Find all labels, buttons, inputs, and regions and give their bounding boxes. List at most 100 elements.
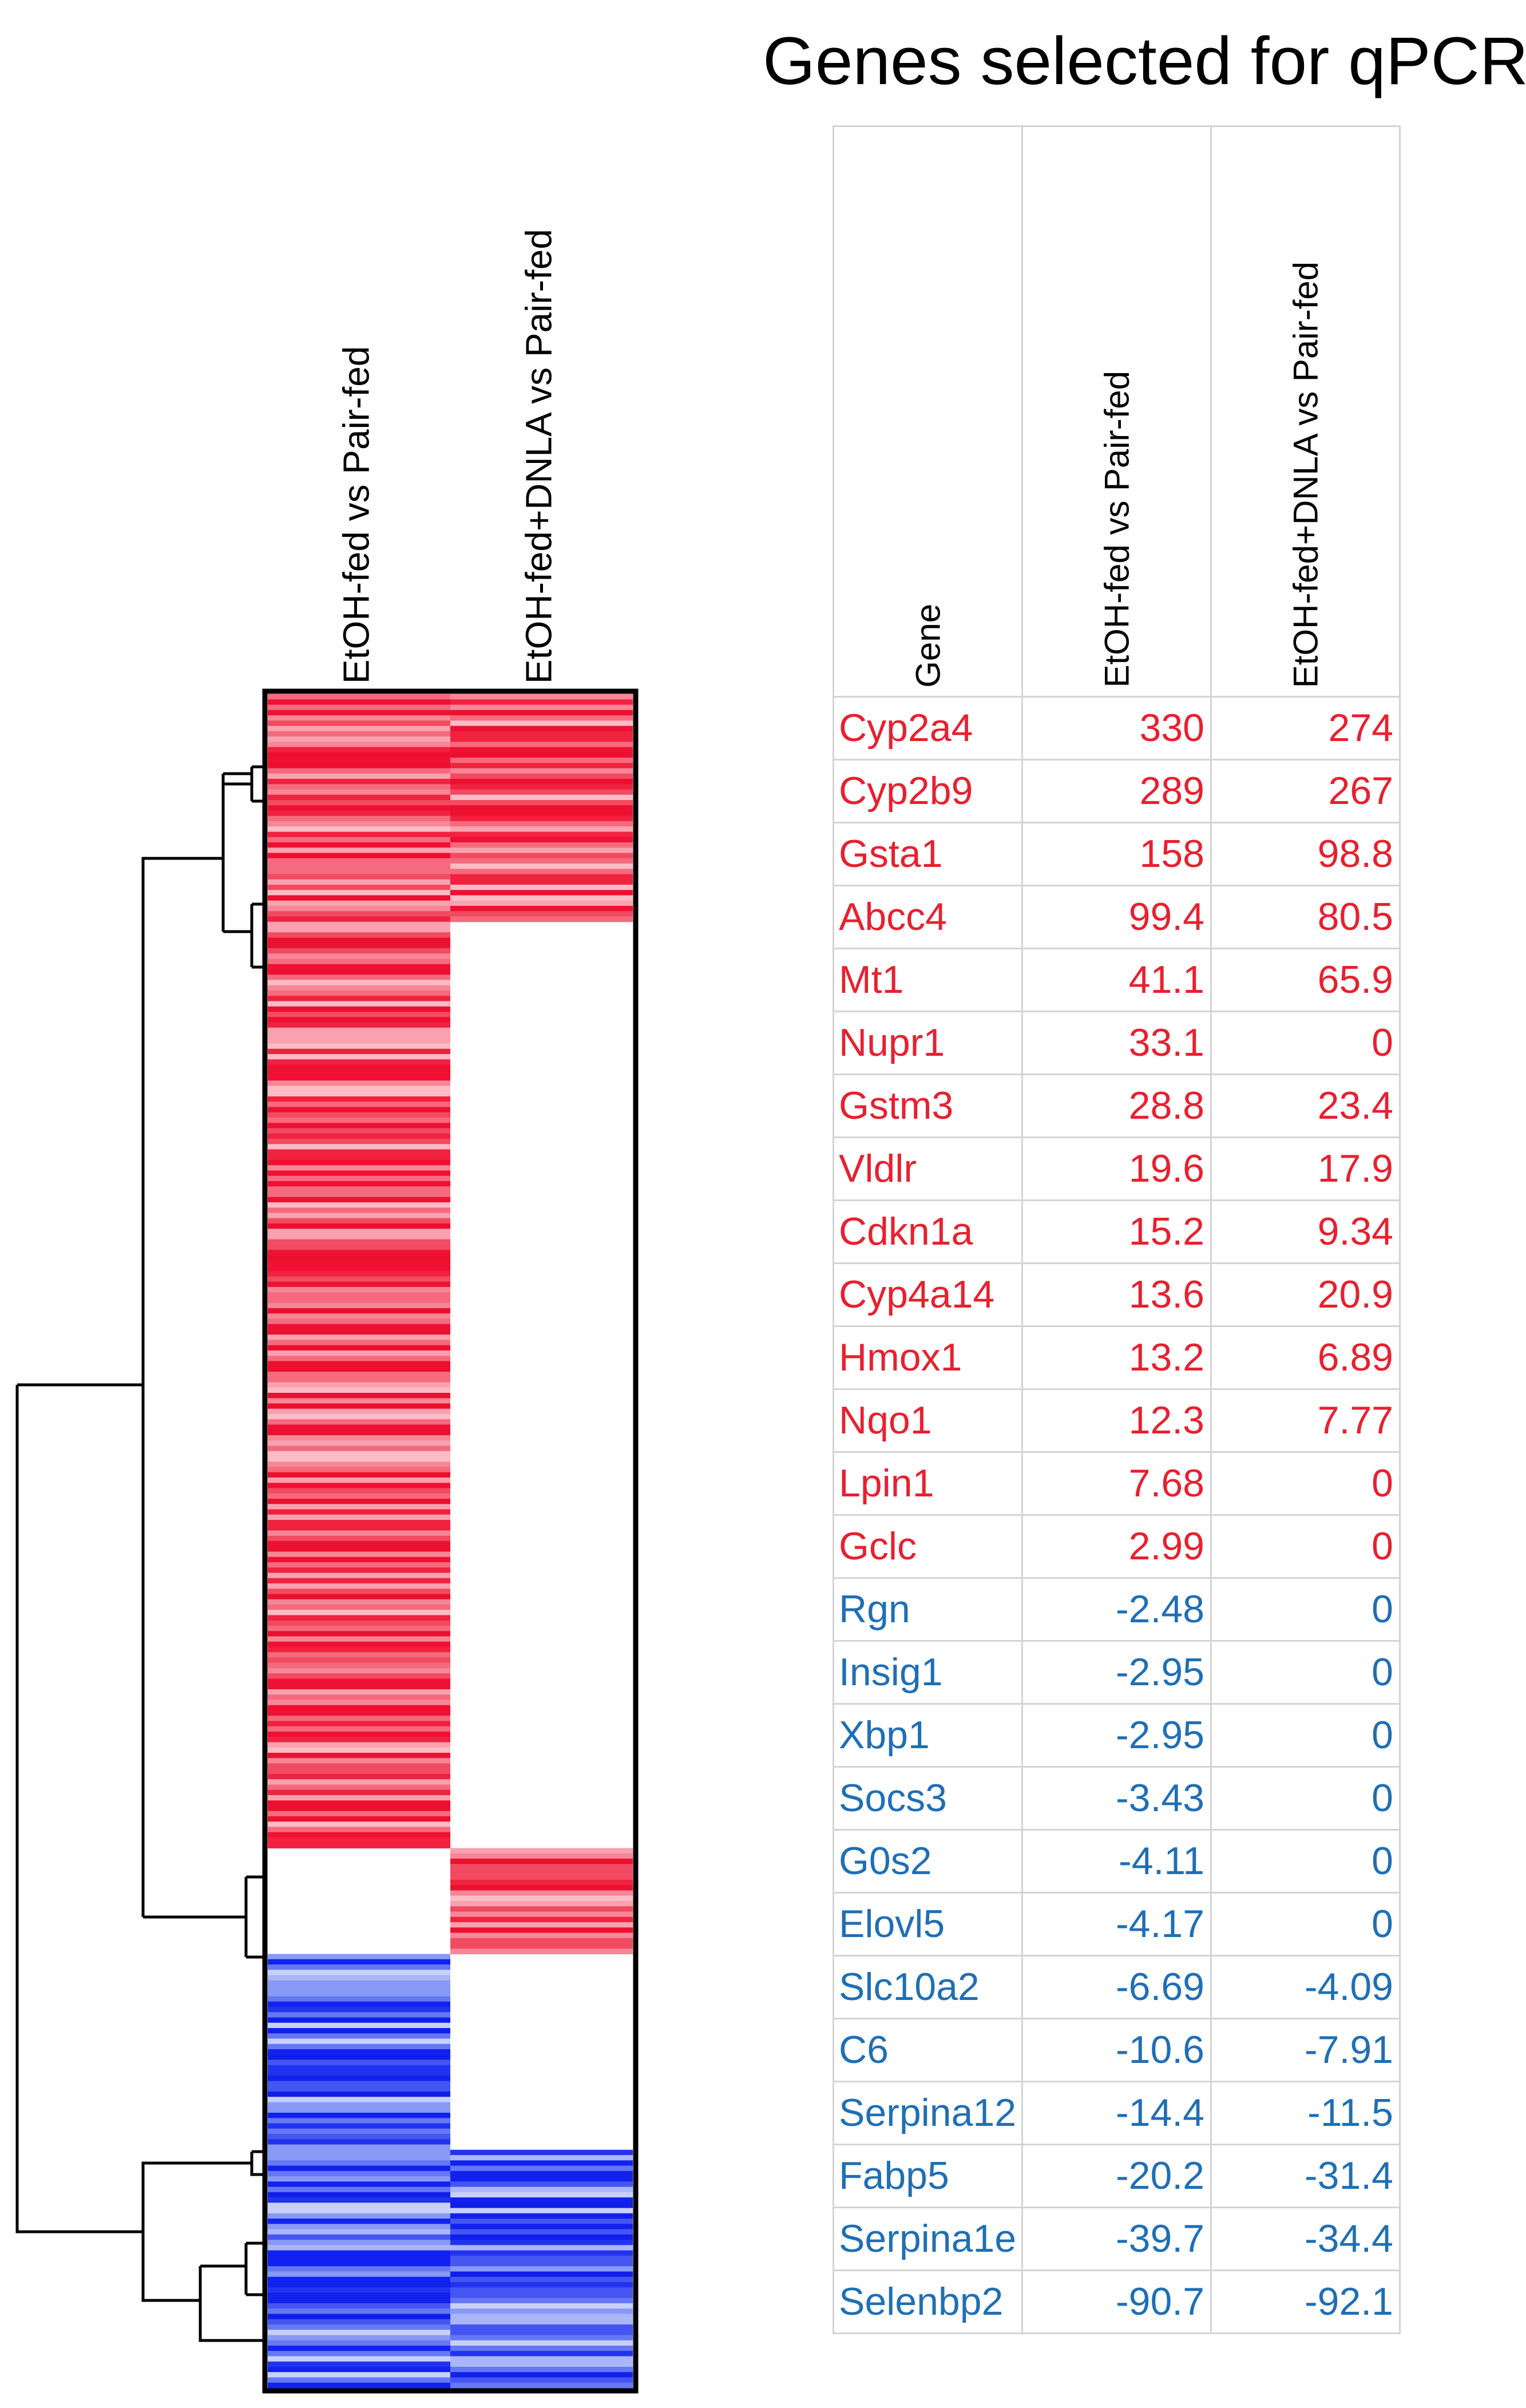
heatmap-cell xyxy=(268,768,450,774)
heatmap-cell xyxy=(450,2271,633,2278)
heatmap-cell xyxy=(268,2128,450,2134)
heatmap-cell xyxy=(268,2319,450,2325)
heatmap-cell xyxy=(268,2382,450,2389)
heatmap-cell xyxy=(268,1287,450,1293)
heatmap-cell xyxy=(268,1170,450,1177)
dnla-fold-cell: 17.9 xyxy=(1210,1136,1401,1201)
etoh-fold-cell: 289 xyxy=(1021,759,1212,823)
heatmap-cell xyxy=(450,1848,633,1854)
heatmap-cell xyxy=(268,1684,450,1690)
heatmap-cell xyxy=(268,2208,450,2214)
heatmap-cell xyxy=(268,1271,450,1277)
heatmap-cell xyxy=(268,1478,450,1483)
heatmap-cell xyxy=(450,710,633,716)
heatmap-cell xyxy=(268,864,450,869)
heatmap-cell xyxy=(268,1112,450,1118)
heatmap-cell xyxy=(268,2081,450,2087)
heatmap-cell xyxy=(268,1758,450,1764)
heatmap-cell xyxy=(268,1429,450,1436)
heatmap-cell xyxy=(268,1440,450,1447)
heatmap-cell xyxy=(268,1387,450,1393)
heatmap-cell xyxy=(268,1276,450,1282)
heatmap-cell xyxy=(450,2203,633,2209)
heatmap-cell xyxy=(450,2149,633,2156)
heatmap-cell xyxy=(450,815,633,822)
heatmap-cell xyxy=(450,2229,633,2235)
heatmap-cell xyxy=(450,911,633,917)
table-row: Nqo1 12.3 7.77 xyxy=(833,1388,1401,1453)
heatmap-cell xyxy=(268,1520,450,1526)
heatmap-cell xyxy=(268,2038,450,2045)
etoh-fold-cell: 28.8 xyxy=(1021,1074,1212,1138)
heatmap-cell xyxy=(268,1965,450,1970)
heatmap-cell xyxy=(268,800,450,806)
heatmap-cell xyxy=(268,1551,450,1558)
heatmap-cell xyxy=(268,2065,450,2071)
table-row: C6 -10.6 -7.91 xyxy=(833,2018,1401,2082)
heatmap-cell xyxy=(268,1160,450,1166)
heatmap-cell xyxy=(450,2213,633,2219)
dnla-fold-cell: 0 xyxy=(1210,1451,1401,1516)
heatmap-cell xyxy=(268,842,450,848)
heatmap-cell xyxy=(268,2213,450,2219)
heatmap-cell xyxy=(450,2219,633,2224)
etoh-fold-cell: 33.1 xyxy=(1021,1011,1212,1075)
heatmap-cell xyxy=(268,1774,450,1780)
heatmap-cell xyxy=(268,1102,450,1108)
heatmap-cell xyxy=(450,1885,633,1891)
heatmap-cell xyxy=(268,1499,450,1504)
heatmap-cell xyxy=(268,1747,450,1753)
heatmap-cell xyxy=(268,1064,450,1071)
dnla-fold-cell: 0 xyxy=(1210,1892,1401,1956)
dnla-fold-cell: -4.09 xyxy=(1210,1955,1401,2019)
heatmap-cell xyxy=(268,2203,450,2209)
heatmap-cell xyxy=(268,1996,450,2002)
heatmap-cell xyxy=(268,731,450,737)
heatmap-cell xyxy=(450,1853,633,1859)
heatmap-cell xyxy=(268,1250,450,1256)
heatmap-cell xyxy=(268,720,450,727)
heatmap-cell xyxy=(450,2282,633,2288)
heatmap-cell xyxy=(268,1054,450,1060)
heatmap-cell xyxy=(450,2261,633,2267)
qpcr-gene-table: Gene EtOH-fed vs Pair-fed EtOH-fed+DNLA … xyxy=(833,125,1401,2334)
heatmap-cell xyxy=(268,1652,450,1658)
heatmap-cell xyxy=(268,2351,450,2357)
dnla-fold-cell: 7.77 xyxy=(1210,1388,1401,1453)
dnla-fold-cell: -92.1 xyxy=(1210,2270,1401,2334)
heatmap-cell xyxy=(268,2372,450,2378)
gene-name-cell: Rgn xyxy=(833,1577,1023,1642)
heatmap-cell xyxy=(268,879,450,885)
heatmap-cell xyxy=(268,1732,450,1737)
heatmap-cell xyxy=(450,1880,633,1886)
table-row: Cyp2b9 289 267 xyxy=(833,759,1401,823)
heatmap-cell xyxy=(450,2287,633,2294)
gene-name-cell: Socs3 xyxy=(833,1766,1023,1831)
heatmap-cell xyxy=(450,2245,633,2251)
heatmap-cell xyxy=(268,1408,450,1415)
heatmap-cell xyxy=(268,2134,450,2140)
dnla-fold-cell: 20.9 xyxy=(1210,1262,1401,1327)
heatmap-cell xyxy=(450,2197,633,2203)
heatmap-cell xyxy=(450,1916,633,1923)
heatmap-cell xyxy=(268,1308,450,1314)
heatmap-cell xyxy=(450,699,633,706)
etoh-fold-cell: 7.68 xyxy=(1021,1451,1212,1516)
heatmap-cell xyxy=(450,715,633,721)
heatmap-cell xyxy=(268,1589,450,1595)
heatmap-cell xyxy=(268,1694,450,1701)
heatmap-cell xyxy=(268,1086,450,1092)
table-body: Cyp2a4 330 274 Cyp2b9 289 267 Gsta1 158 98.8 Abcc… xyxy=(833,696,1401,2334)
heatmap-cell xyxy=(268,2076,450,2082)
table-row: Rgn -2.48 0 xyxy=(833,1577,1401,1642)
heatmap-cell xyxy=(268,1340,450,1346)
heatmap-cell xyxy=(268,1059,450,1066)
heatmap-cell xyxy=(268,694,450,700)
heatmap-cell xyxy=(268,1763,450,1769)
heatmap-cell xyxy=(268,1297,450,1304)
heatmap-cell xyxy=(268,2229,450,2235)
heatmap-cell xyxy=(268,1800,450,1807)
heatmap-cell xyxy=(450,2319,633,2325)
heatmap-cell xyxy=(268,1541,450,1547)
heatmap-cell xyxy=(450,2372,633,2378)
